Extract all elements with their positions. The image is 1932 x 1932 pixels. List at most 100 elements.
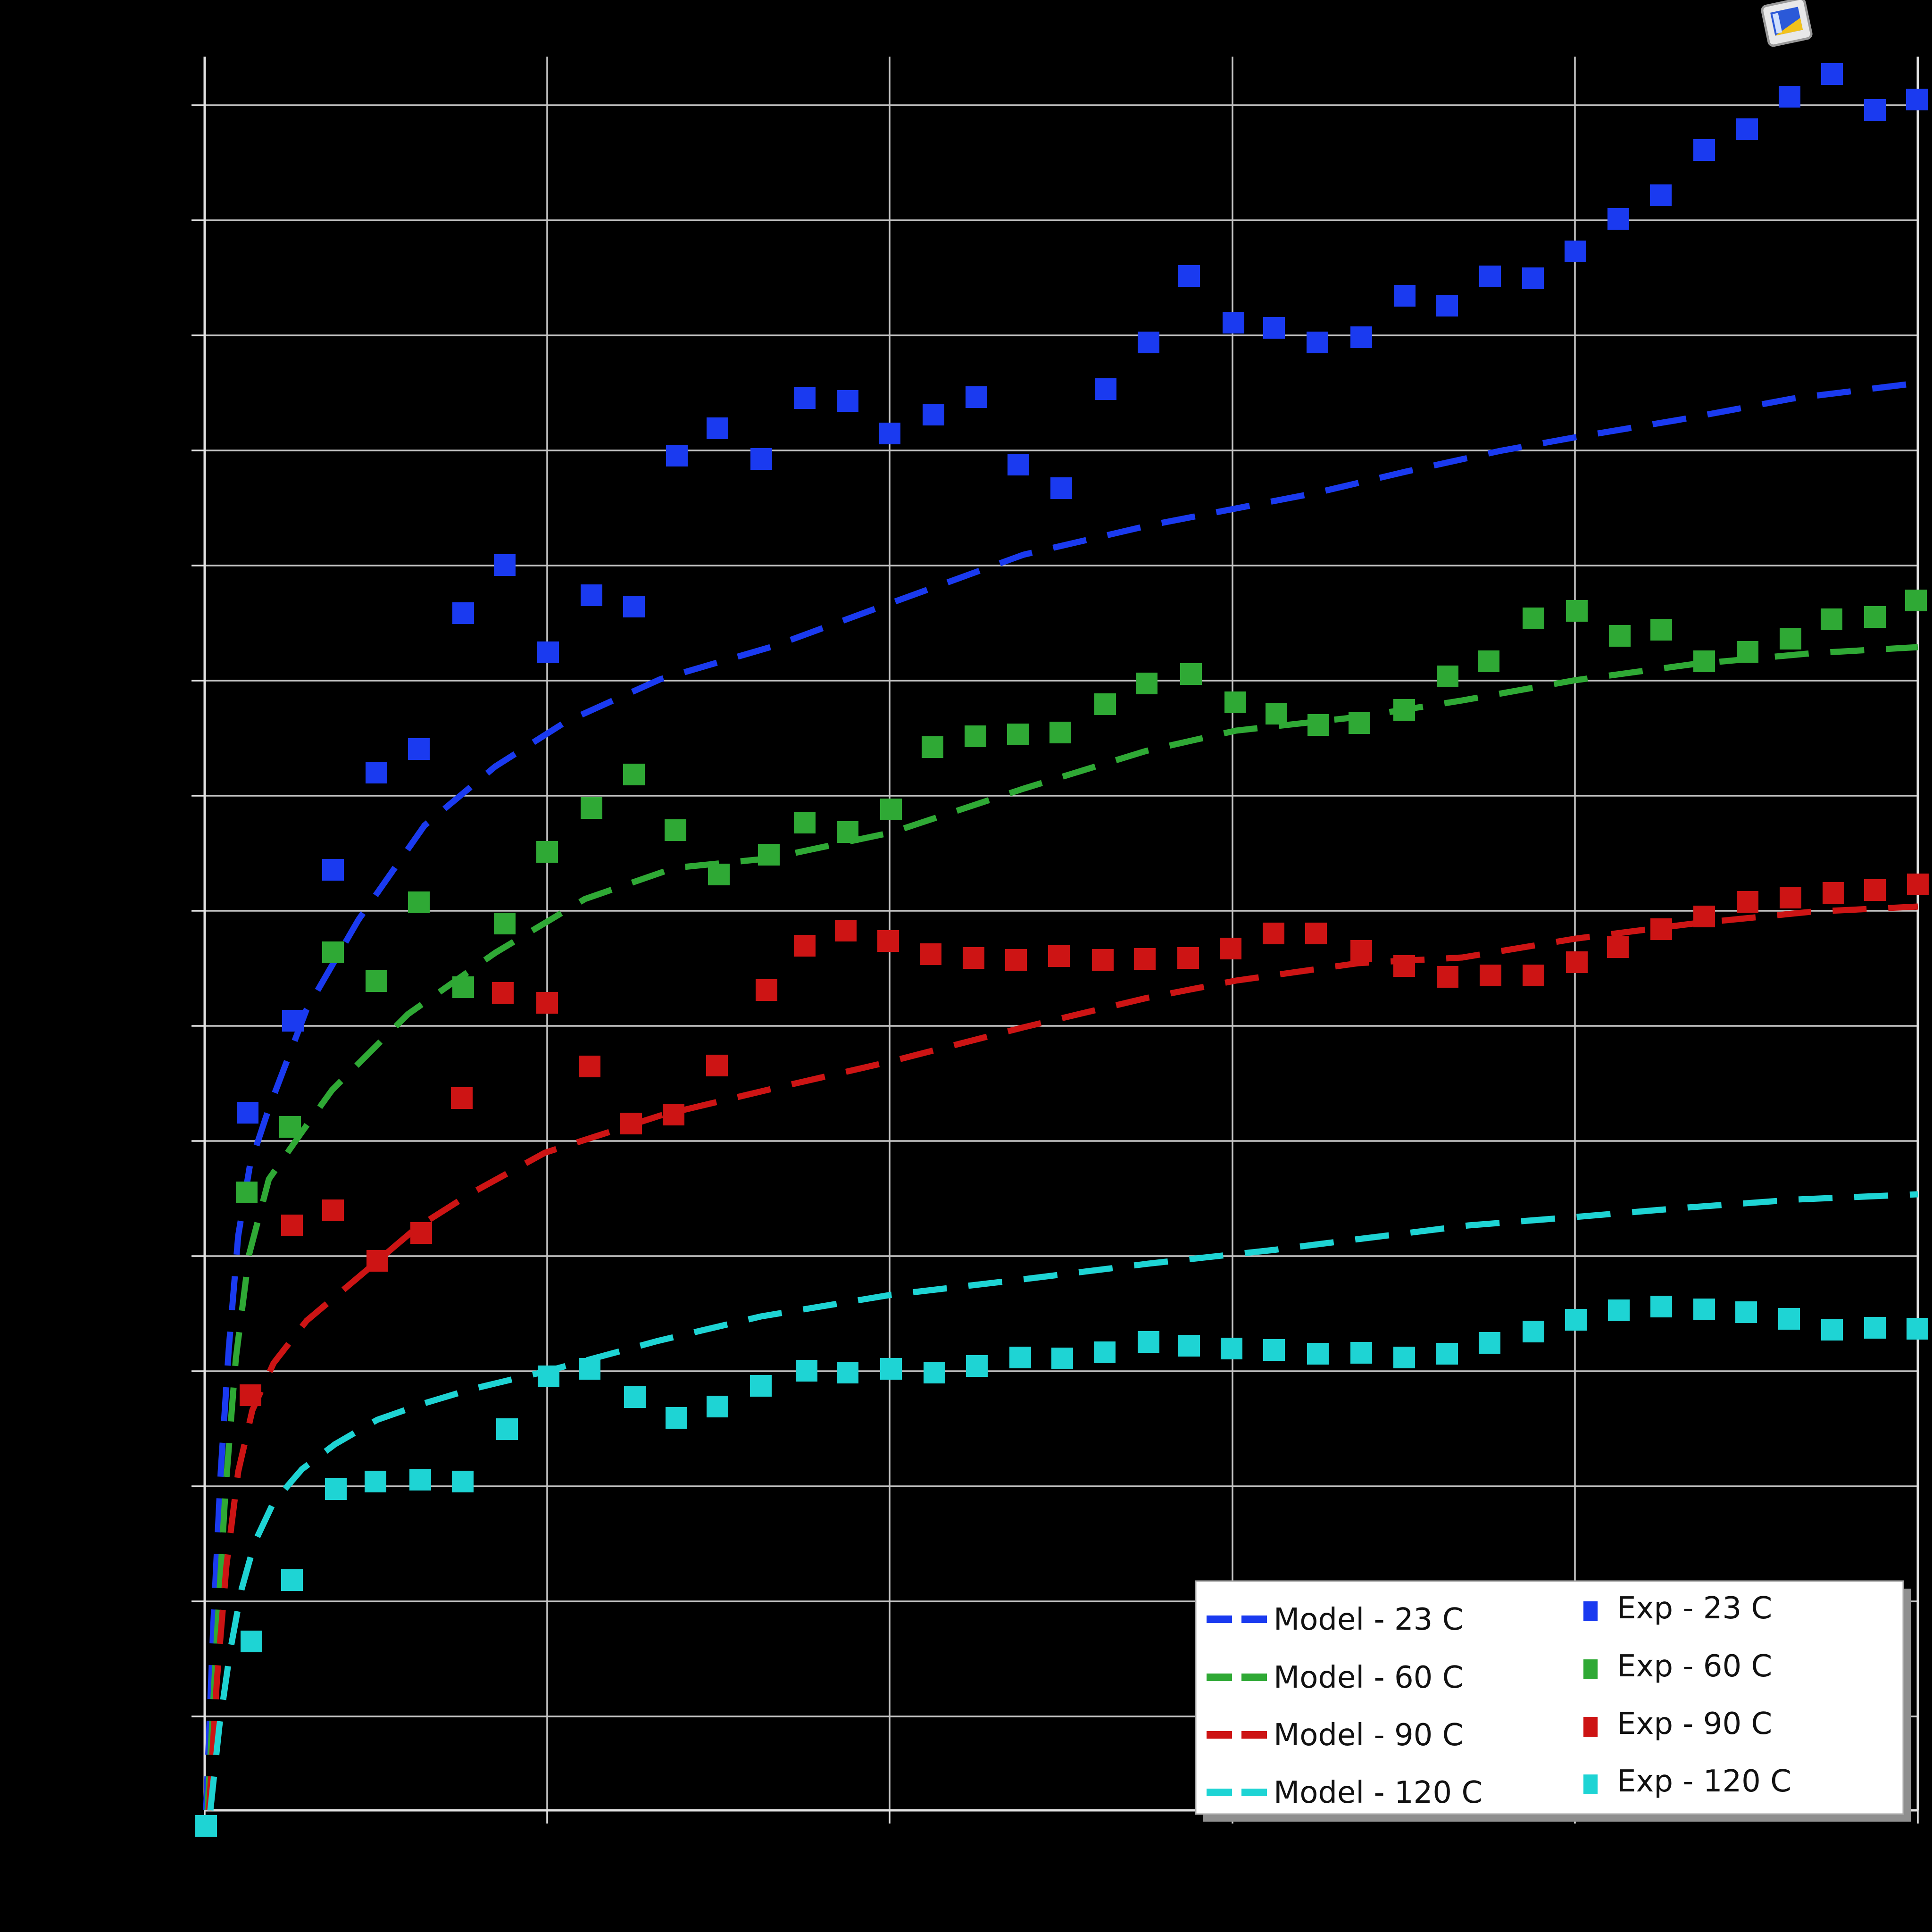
- data-point-marker: [581, 797, 602, 819]
- data-point-marker: [1479, 266, 1501, 287]
- data-point-marker: [1305, 923, 1327, 944]
- data-point-marker: [750, 1375, 772, 1397]
- data-point-marker: [366, 970, 387, 992]
- icon-accent-wedge: [1775, 17, 1803, 36]
- data-point-marker: [707, 417, 728, 439]
- legend-marker-sample: [1583, 1717, 1598, 1737]
- legend-row: Model - 60 C Exp - 60 C: [1207, 1649, 1772, 1695]
- data-point-marker: [1393, 1347, 1415, 1368]
- data-point-marker: [1007, 724, 1029, 745]
- data-point-marker: [1051, 1348, 1073, 1369]
- data-point-marker: [536, 841, 558, 863]
- data-point-marker: [1005, 949, 1027, 971]
- data-point-marker: [452, 1471, 474, 1492]
- data-point-marker: [1307, 714, 1329, 736]
- data-point-marker: [281, 1215, 303, 1236]
- data-point-marker: [706, 1055, 728, 1076]
- data-point-marker: [1906, 89, 1928, 110]
- data-point-marker: [837, 390, 858, 412]
- data-point-marker: [1394, 285, 1416, 307]
- data-point-marker: [1735, 1301, 1757, 1323]
- data-point-marker: [1350, 940, 1372, 962]
- data-series: [195, 63, 1929, 1837]
- data-point-marker: [537, 641, 559, 663]
- data-point-marker: [1178, 1335, 1200, 1357]
- data-point-marker: [1220, 938, 1241, 959]
- data-point-marker: [963, 947, 984, 969]
- legend-exp-label: Exp - 60 C: [1617, 1649, 1772, 1684]
- data-point-marker: [1821, 608, 1842, 630]
- data-point-marker: [1095, 378, 1116, 400]
- data-point-marker: [758, 844, 780, 866]
- gridlines: [205, 57, 1918, 1810]
- legend-marker-sample: [1583, 1774, 1598, 1794]
- data-point-marker: [707, 1396, 728, 1417]
- data-point-marker: [1094, 693, 1116, 715]
- data-point-marker: [1693, 906, 1715, 927]
- data-point-marker: [835, 920, 857, 941]
- data-point-marker: [494, 554, 516, 576]
- legend-model-label: Model - 120 C: [1274, 1775, 1482, 1810]
- data-point-marker: [837, 1362, 858, 1383]
- data-point-marker: [1864, 1317, 1886, 1339]
- model-curve-60c: [204, 644, 1918, 1811]
- data-point-marker: [452, 602, 474, 624]
- legend-model-label: Model - 60 C: [1274, 1660, 1463, 1695]
- data-point-marker: [1821, 63, 1843, 85]
- data-point-marker: [1778, 1308, 1800, 1330]
- data-point-marker: [1478, 650, 1499, 672]
- data-point-marker: [623, 596, 645, 617]
- data-point-marker: [966, 1355, 988, 1377]
- data-point-marker: [1393, 699, 1415, 721]
- data-point-marker: [1480, 965, 1501, 986]
- data-point-marker: [496, 1418, 518, 1440]
- data-point-marker: [965, 725, 986, 747]
- data-point-marker: [325, 1478, 347, 1500]
- data-point-marker: [241, 1631, 262, 1652]
- data-point-marker: [1178, 265, 1200, 287]
- data-point-marker: [623, 764, 645, 785]
- data-point-marker: [1092, 949, 1114, 971]
- data-point-marker: [1221, 1338, 1242, 1359]
- data-point-marker: [1864, 879, 1886, 901]
- photo-viewer-app-icon: [1761, 0, 1813, 47]
- data-point-marker: [1608, 1299, 1630, 1321]
- data-point-marker: [1393, 955, 1415, 977]
- legend-marker-sample: [1583, 1659, 1598, 1679]
- data-point-marker: [1224, 691, 1246, 713]
- data-point-marker: [579, 1358, 600, 1380]
- data-point-marker: [624, 1386, 646, 1408]
- data-point-marker: [1779, 86, 1800, 108]
- data-point-marker: [579, 1056, 600, 1077]
- exp-points-90c: [240, 874, 1929, 1406]
- data-point-marker: [1780, 887, 1801, 908]
- data-point-marker: [1566, 600, 1588, 622]
- data-point-marker: [1736, 118, 1758, 140]
- data-point-marker: [282, 1010, 304, 1032]
- legend-row: Model - 120 C Exp - 120 C: [1207, 1764, 1791, 1810]
- data-point-marker: [1864, 99, 1886, 121]
- legend-row: Model - 90 C Exp - 90 C: [1207, 1707, 1772, 1753]
- data-point-marker: [538, 1366, 559, 1387]
- data-point-marker: [365, 1471, 386, 1492]
- data-point-marker: [620, 1113, 642, 1134]
- data-point-marker: [1609, 625, 1631, 647]
- data-point-marker: [1266, 703, 1287, 724]
- legend-marker-sample: [1583, 1601, 1598, 1621]
- data-point-marker: [663, 1104, 684, 1125]
- data-point-marker: [1050, 477, 1072, 499]
- data-point-marker: [1136, 673, 1158, 694]
- legend-box: [1195, 1580, 1904, 1815]
- data-point-marker: [237, 1102, 258, 1124]
- data-point-marker: [1138, 1331, 1159, 1353]
- data-point-marker: [322, 1199, 344, 1221]
- data-point-marker: [1650, 619, 1672, 641]
- data-point-marker: [922, 736, 943, 758]
- data-point-marker: [756, 979, 777, 1001]
- data-point-marker: [1522, 267, 1544, 289]
- data-point-marker: [1693, 650, 1715, 672]
- data-point-marker: [492, 982, 514, 1004]
- data-point-marker: [1436, 1343, 1458, 1365]
- data-point-marker: [410, 1222, 432, 1244]
